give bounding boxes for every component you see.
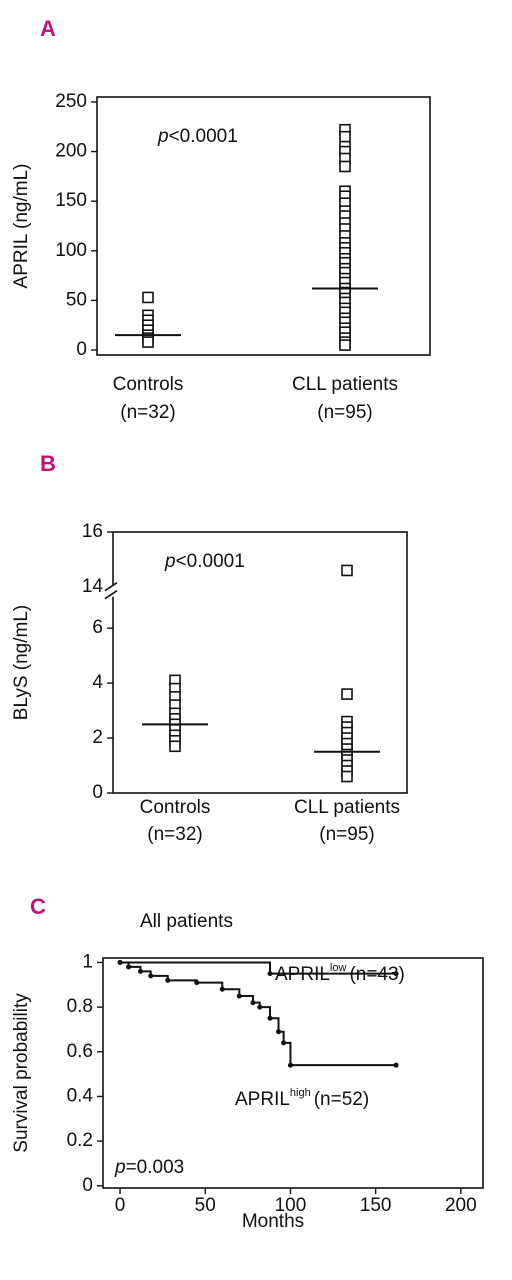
- y-tick-label: 150: [55, 190, 87, 211]
- y-tick-label: 0.4: [67, 1085, 94, 1106]
- data-point: [339, 160, 351, 173]
- y-axis-label: BLyS (ng/mL): [11, 605, 32, 720]
- censor-dot: [393, 971, 399, 977]
- annotation-italic: p: [114, 1157, 126, 1178]
- censor-dot: [267, 971, 273, 977]
- annotation-text: <0.0001: [176, 551, 245, 572]
- y-tick-label: 0.2: [67, 1130, 93, 1151]
- series-sup: low: [330, 962, 347, 974]
- axis-break-mark: [104, 582, 118, 592]
- y-tick-label: 200: [55, 141, 87, 162]
- data-point: [142, 291, 154, 304]
- y-tick-label: 2: [92, 727, 103, 748]
- y-tick-label: 14: [82, 576, 104, 597]
- series-name: APRIL: [235, 1089, 290, 1110]
- y-tick-label: 0: [92, 782, 103, 803]
- data-point: [341, 564, 353, 577]
- chart-title: All patients: [140, 911, 233, 932]
- y-axis-label: APRIL (ng/mL): [11, 164, 32, 289]
- x-category-label: Controls: [113, 374, 184, 395]
- y-tick-label: 0: [76, 339, 87, 360]
- data-point: [341, 770, 353, 783]
- series-label: APRILhigh (n=52): [235, 1087, 369, 1110]
- censor-dot: [287, 1062, 293, 1068]
- x-category-label: CLL patients: [294, 797, 400, 818]
- plot-frame: [112, 531, 408, 794]
- y-tick-label: 50: [66, 289, 87, 310]
- x-axis-label: Months: [242, 1211, 304, 1232]
- y-tick-label: 250: [55, 91, 87, 112]
- censor-dot: [126, 964, 132, 970]
- censor-dot: [276, 1029, 282, 1035]
- series-label: APRILlow (n=43): [275, 962, 405, 985]
- plot-frame: [102, 957, 484, 1189]
- censor-dot: [148, 973, 154, 979]
- data-point: [339, 130, 351, 143]
- series-name: APRIL: [275, 964, 330, 985]
- y-tick-label: 0: [82, 1175, 93, 1196]
- panel-2: C 0 0.2 0.4 0.6 0.8 1 Survival probability p=0.0…: [11, 894, 484, 1232]
- annotation-italic: p: [157, 126, 169, 147]
- panel-1: B 0 2 4 6 14 16 BLyS (ng/mL) p<0.0001 Controls (n=…: [11, 451, 408, 845]
- y-tick-label: 1: [82, 951, 93, 972]
- censor-dot: [165, 977, 171, 983]
- annotation-text: <0.0001: [169, 126, 238, 147]
- x-category-note: (n=32): [120, 402, 175, 423]
- data-point: [142, 336, 154, 348]
- x-category-note: (n=95): [319, 824, 374, 845]
- x-tick-label: 100: [275, 1195, 307, 1216]
- annotation-text: =0.003: [126, 1157, 185, 1178]
- y-tick-label: 0.6: [67, 1041, 93, 1062]
- y-tick-label: 4: [92, 672, 103, 693]
- censor-dot: [137, 968, 143, 974]
- x-tick-label: 150: [360, 1195, 392, 1216]
- axis-break-mark: [104, 590, 118, 600]
- censor-dot: [219, 986, 225, 992]
- panel-label: A: [40, 16, 56, 41]
- x-category-note: (n=32): [147, 824, 202, 845]
- x-category-label: Controls: [140, 797, 211, 818]
- censor-dot: [194, 980, 200, 986]
- y-tick-label: 0.8: [67, 996, 93, 1017]
- x-tick-label: 50: [195, 1195, 216, 1216]
- censor-dot: [393, 1062, 399, 1068]
- x-category-label: CLL patients: [292, 374, 398, 395]
- panel-label: B: [40, 451, 56, 476]
- censor-dot: [236, 993, 242, 999]
- axis-break-gap: [105, 584, 121, 597]
- series-sup: high: [290, 1087, 311, 1099]
- censor-dot: [250, 1000, 256, 1006]
- censor-dot: [267, 1015, 273, 1021]
- series-note: (n=43): [349, 964, 404, 985]
- annotation-italic: p: [164, 551, 176, 572]
- series-note: (n=52): [314, 1089, 369, 1110]
- data-point: [169, 740, 181, 753]
- data-point: [341, 688, 353, 700]
- y-tick-label: 100: [55, 240, 87, 261]
- panel-0: A 0 50 100 150 200 250 APRIL (ng/mL) p<0.0001 Con…: [11, 16, 431, 423]
- plot-frame: [96, 96, 431, 356]
- survival-curve: [120, 961, 397, 1067]
- x-category-note: (n=95): [317, 402, 372, 423]
- x-tick-label: 200: [445, 1195, 477, 1216]
- annotation: p<0.0001: [157, 126, 238, 147]
- x-tick-label: 0: [115, 1195, 126, 1216]
- panel-label: C: [30, 894, 46, 919]
- censor-dot: [281, 1040, 287, 1046]
- censor-dot: [117, 959, 123, 965]
- data-point: [339, 339, 351, 351]
- censor-dot: [257, 1004, 263, 1010]
- survival-curve: [120, 961, 397, 975]
- y-tick-label: 16: [82, 521, 103, 542]
- y-axis-label: Survival probability: [11, 993, 32, 1153]
- annotation: p=0.003: [114, 1157, 184, 1178]
- y-tick-label: 6: [92, 617, 103, 638]
- annotation: p<0.0001: [164, 551, 245, 572]
